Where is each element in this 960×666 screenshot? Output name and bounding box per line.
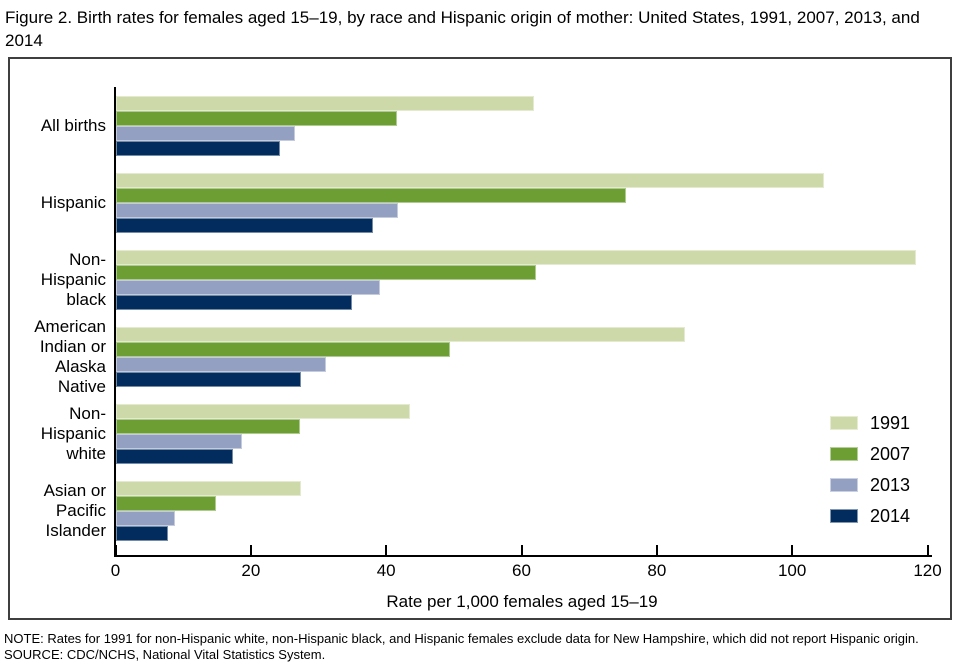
x-axis-title: Rate per 1,000 females aged 15–19 xyxy=(386,592,658,611)
x-tick-label: 80 xyxy=(647,561,667,580)
legend-swatch-2013 xyxy=(830,478,858,492)
bar-2007-group5 xyxy=(116,496,217,511)
x-tick-label: 20 xyxy=(241,561,261,580)
category-label: Non- Hispanic white xyxy=(40,404,106,463)
bar-2007-group1 xyxy=(116,188,626,203)
x-tick-label: 0 xyxy=(110,561,121,580)
legend-item-2007: 2007 xyxy=(830,443,911,464)
source-text: SOURCE: CDC/NCHS, National Vital Statist… xyxy=(4,647,326,662)
bar-2014-group5 xyxy=(116,526,169,541)
bar-2014-group1 xyxy=(116,218,374,233)
x-tick xyxy=(926,545,929,555)
legend-item-1991: 1991 xyxy=(830,412,911,433)
bar-2013-group0 xyxy=(116,126,296,141)
figure-title-line2: 2014 xyxy=(5,31,43,50)
bar-1991-group4 xyxy=(116,404,410,419)
x-axis-line xyxy=(114,555,932,557)
x-tick xyxy=(520,545,523,555)
note-text: NOTE: Rates for 1991 for non-Hispanic wh… xyxy=(4,631,919,646)
bar-2007-group3 xyxy=(116,342,450,357)
x-tick xyxy=(385,545,388,555)
x-tick-label: 100 xyxy=(777,561,807,580)
x-tick xyxy=(114,545,117,555)
bar-2013-group3 xyxy=(116,357,327,372)
x-tick-label: 60 xyxy=(512,561,531,580)
plot-area xyxy=(116,96,928,555)
bar-2013-group5 xyxy=(116,511,175,526)
bar-2013-group1 xyxy=(116,203,399,218)
legend-item-2013: 2013 xyxy=(830,474,911,495)
category-label: Non- Hispanic black xyxy=(40,250,106,309)
footnotes: NOTE: Rates for 1991 for non-Hispanic wh… xyxy=(4,631,956,663)
y-axis-line xyxy=(114,87,116,555)
category-label: Hispanic xyxy=(40,193,106,212)
bar-2007-group0 xyxy=(116,111,397,126)
bar-1991-group1 xyxy=(116,173,824,188)
legend-swatch-2007 xyxy=(830,447,858,461)
bar-2007-group2 xyxy=(116,265,536,280)
legend-label: 2007 xyxy=(870,443,911,464)
legend-label: 2014 xyxy=(870,505,911,526)
legend-label: 1991 xyxy=(870,412,911,433)
x-tick xyxy=(791,545,794,555)
category-label: All births xyxy=(40,116,106,135)
x-tick-label: 40 xyxy=(376,561,396,580)
bar-1991-group5 xyxy=(116,481,301,496)
bar-2013-group2 xyxy=(116,280,380,295)
category-label: American Indian or Alaska Native xyxy=(34,317,106,396)
x-tick xyxy=(655,545,658,555)
bar-2007-group4 xyxy=(116,419,301,434)
bar-1991-group3 xyxy=(116,327,686,342)
bar-2014-group0 xyxy=(116,141,280,156)
legend-swatch-2014 xyxy=(830,509,858,523)
legend-swatch-1991 xyxy=(830,416,858,430)
figure-title-line1: Figure 2. Birth rates for females aged 1… xyxy=(5,8,920,27)
chart-frame: All births Hispanic Non- Hispanic black Ame… xyxy=(8,57,952,620)
legend-item-2014: 2014 xyxy=(830,505,911,526)
bar-2013-group4 xyxy=(116,434,242,449)
x-tick xyxy=(249,545,252,555)
category-label: Asian or Pacific Islander xyxy=(43,481,106,540)
figure-title: Figure 2. Birth rates for females aged 1… xyxy=(5,6,955,52)
bar-2014-group3 xyxy=(116,372,302,387)
bar-1991-group2 xyxy=(116,250,916,265)
x-tick-label: 120 xyxy=(913,561,942,580)
bar-2014-group4 xyxy=(116,449,234,464)
bar-2014-group2 xyxy=(116,295,353,310)
legend-label: 2013 xyxy=(870,474,911,495)
bar-1991-group0 xyxy=(116,96,535,111)
